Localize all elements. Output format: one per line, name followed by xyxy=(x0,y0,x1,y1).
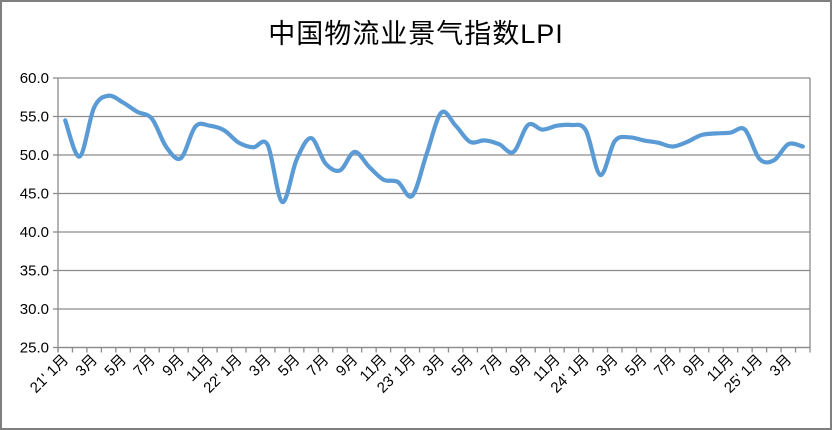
chart-title: 中国物流业景气指数LPI xyxy=(268,19,564,49)
x-axis-label: 3月 xyxy=(593,351,622,380)
x-axis-label: 3月 xyxy=(246,351,275,380)
x-axis-label: 21' 1月 xyxy=(27,351,72,396)
x-axis-label: 5月 xyxy=(101,351,130,380)
x-axis-label: 5月 xyxy=(448,351,477,380)
y-axis-label: 35.0 xyxy=(20,263,49,280)
y-axis-label: 30.0 xyxy=(20,301,49,318)
x-axis-label: 5月 xyxy=(622,351,651,380)
x-axis-label: 9月 xyxy=(159,351,188,380)
lpi-series-line xyxy=(63,93,805,205)
x-axis-label: 3月 xyxy=(72,351,101,380)
x-axis-label: 7月 xyxy=(130,351,159,380)
x-axis-label: 9月 xyxy=(506,351,535,380)
x-axis-label: 5月 xyxy=(275,351,304,380)
y-axis-label: 55.0 xyxy=(20,109,49,126)
y-axis-label: 40.0 xyxy=(20,224,49,241)
y-axis-label: 25.0 xyxy=(20,340,49,357)
x-axis-label: 7月 xyxy=(477,351,506,380)
x-axis-label: 3月 xyxy=(767,351,796,380)
x-axis-label: 9月 xyxy=(680,351,709,380)
x-axis-label: 9月 xyxy=(333,351,362,380)
x-axis-label: 3月 xyxy=(420,351,449,380)
y-axis-label: 60.0 xyxy=(20,70,49,87)
x-axis-label: 7月 xyxy=(651,351,680,380)
x-axis-label: 7月 xyxy=(304,351,333,380)
y-axis-label: 50.0 xyxy=(20,147,49,164)
y-axis-label: 45.0 xyxy=(20,186,49,203)
